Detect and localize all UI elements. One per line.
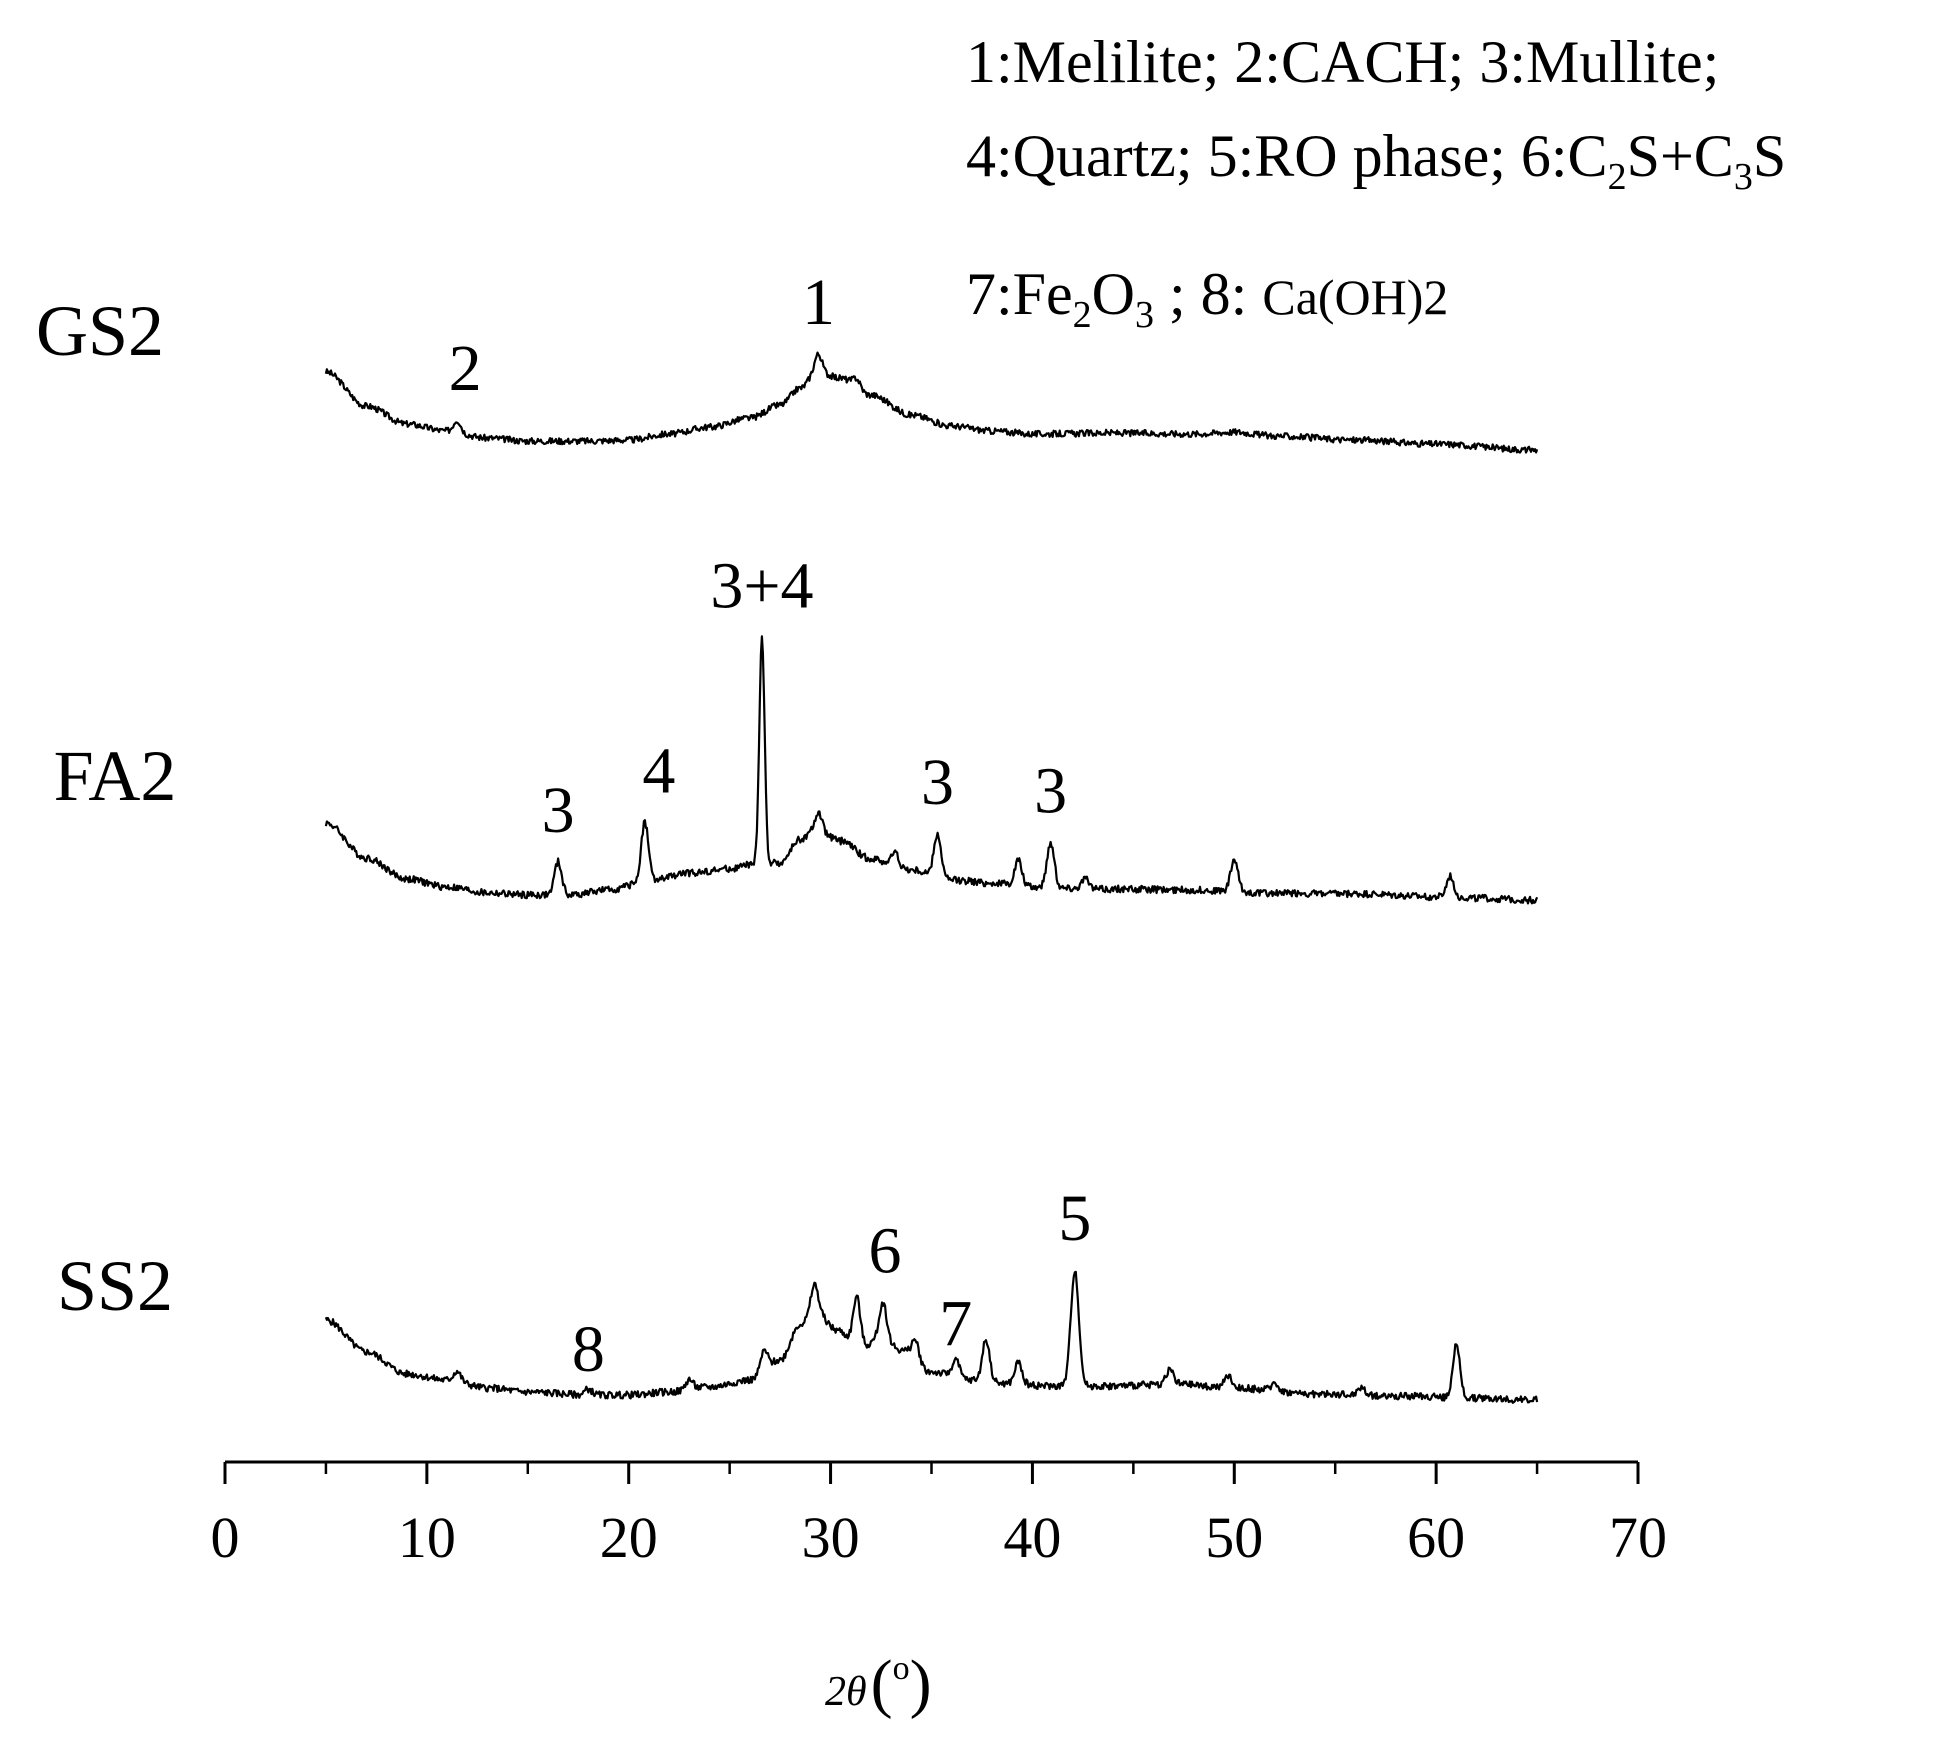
sample-label-fa2: FA2 xyxy=(54,736,177,816)
trace-gs2 xyxy=(324,351,1539,454)
trace-ss2 xyxy=(324,1270,1539,1404)
x-tick-label: 50 xyxy=(1205,1505,1263,1570)
peak-label: 7 xyxy=(939,1287,972,1360)
x-axis-title: 2θ(o) xyxy=(825,1647,932,1720)
peak-label: 4 xyxy=(642,734,675,807)
x-tick-label: 60 xyxy=(1407,1505,1465,1570)
x-axis: 0 10 20 30 40 50 60 70 2θ(o) xyxy=(211,1460,1667,1720)
peak-label: 3 xyxy=(542,774,575,847)
x-tick-label: 70 xyxy=(1609,1505,1667,1570)
peak-label: 8 xyxy=(572,1313,605,1386)
legend-line: 1:Melilite; 2:CACH; 3:Mullite; xyxy=(966,29,1720,95)
trace-fa2 xyxy=(324,635,1539,905)
x-tick-label: 30 xyxy=(802,1505,860,1570)
x-tick-label: 0 xyxy=(211,1505,240,1570)
x-tick-label: 20 xyxy=(600,1505,658,1570)
x-tick-label: 40 xyxy=(1003,1505,1061,1570)
x-tick-label: 10 xyxy=(398,1505,456,1570)
peak-label: 2 xyxy=(449,332,482,405)
peak-label: 5 xyxy=(1058,1182,1091,1255)
sample-label-ss2: SS2 xyxy=(57,1246,173,1326)
peak-label: 3+4 xyxy=(710,549,813,622)
sample-label-gs2: GS2 xyxy=(36,291,164,371)
peak-label: 3 xyxy=(921,746,954,819)
xrd-traces xyxy=(324,351,1539,1404)
legend-line: 7:Fe2O3 ; 8: Ca(OH)2 xyxy=(966,261,1449,336)
peak-label: 3 xyxy=(1034,754,1067,827)
peak-label: 1 xyxy=(802,266,835,339)
peak-label: 6 xyxy=(869,1214,902,1287)
legend-line: 4:Quartz; 5:RO phase; 6:C2S+C3S xyxy=(966,123,1787,198)
